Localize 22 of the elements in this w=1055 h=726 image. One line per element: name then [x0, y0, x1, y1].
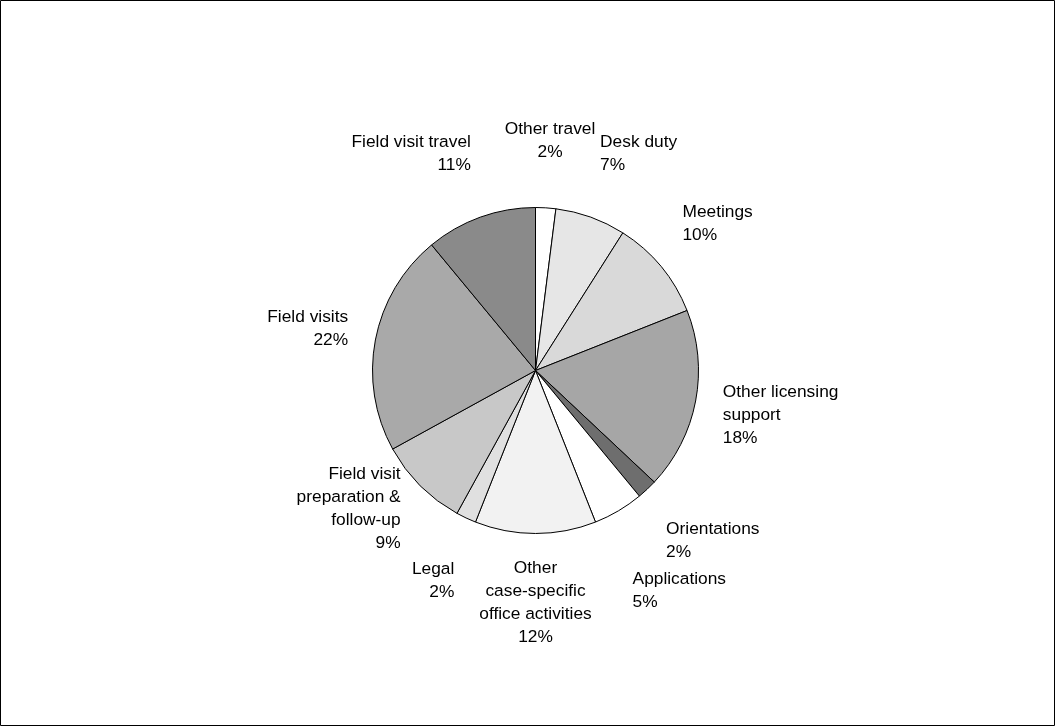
slice-label: Desk duty [600, 131, 678, 152]
data-label: 2% [666, 540, 692, 561]
data-label: 2% [429, 581, 455, 602]
slice-label: Other licensing support [722, 380, 839, 424]
data-label: 2% [537, 141, 563, 161]
slice-label: Applications [632, 568, 727, 589]
data-label: 9% [375, 531, 401, 552]
slice-label: Other case-specific office activities [479, 557, 593, 624]
data-label: 11% [437, 154, 471, 175]
data-label: 12% [518, 626, 553, 647]
data-label: 7% [600, 154, 626, 175]
slice-label: Other travel [504, 118, 596, 138]
data-label: 10% [682, 224, 718, 245]
slice-label: Orientations [666, 517, 760, 538]
data-label: 18% [722, 426, 758, 447]
slice-label: Field visit preparation & follow-up [296, 462, 402, 529]
data-label: 5% [632, 591, 658, 612]
slice-label: Meetings [682, 201, 754, 222]
data-label: 22% [313, 328, 349, 349]
slice-label: Field visit travel [351, 131, 471, 152]
slice-label: Field visits [267, 305, 349, 326]
slice-label: Legal [411, 558, 455, 579]
